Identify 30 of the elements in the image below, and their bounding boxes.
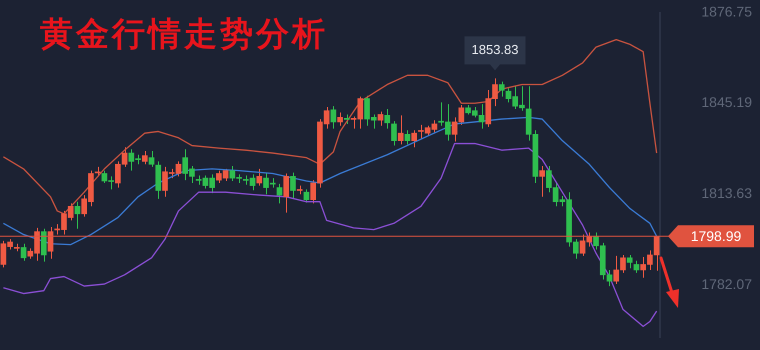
candlestick	[337, 112, 343, 126]
candlestick	[411, 130, 418, 148]
candlestick	[48, 226, 54, 260]
candlestick	[539, 166, 545, 198]
candlestick	[40, 228, 47, 262]
candlestick	[74, 201, 80, 230]
annotation: 1853.83	[472, 42, 518, 57]
candlestick	[626, 254, 633, 269]
candlestick	[276, 183, 282, 204]
candlestick	[378, 111, 384, 126]
candlestick	[148, 150, 154, 168]
candlestick	[330, 106, 336, 130]
candlestick	[498, 81, 505, 98]
candlestick	[634, 260, 640, 274]
candlestick	[384, 108, 390, 130]
candlestick	[304, 188, 310, 204]
candlestick	[290, 172, 296, 200]
candlestick	[391, 120, 397, 146]
candlestick	[398, 114, 404, 145]
candlestick	[20, 243, 26, 262]
y-tick-label: 1813.63	[701, 184, 752, 201]
candlestick	[283, 172, 290, 214]
y-tick-label: 1876.75	[701, 3, 752, 20]
y-tick-label: 1782.07	[701, 276, 752, 292]
ref-line-label: 1798.99	[690, 228, 742, 244]
candlestick	[404, 130, 410, 145]
candlestick	[256, 168, 262, 186]
y-tick-label: 1845.19	[701, 94, 752, 110]
chart-title: 黄金行情走势分析	[40, 13, 328, 55]
candlestick	[142, 150, 148, 165]
